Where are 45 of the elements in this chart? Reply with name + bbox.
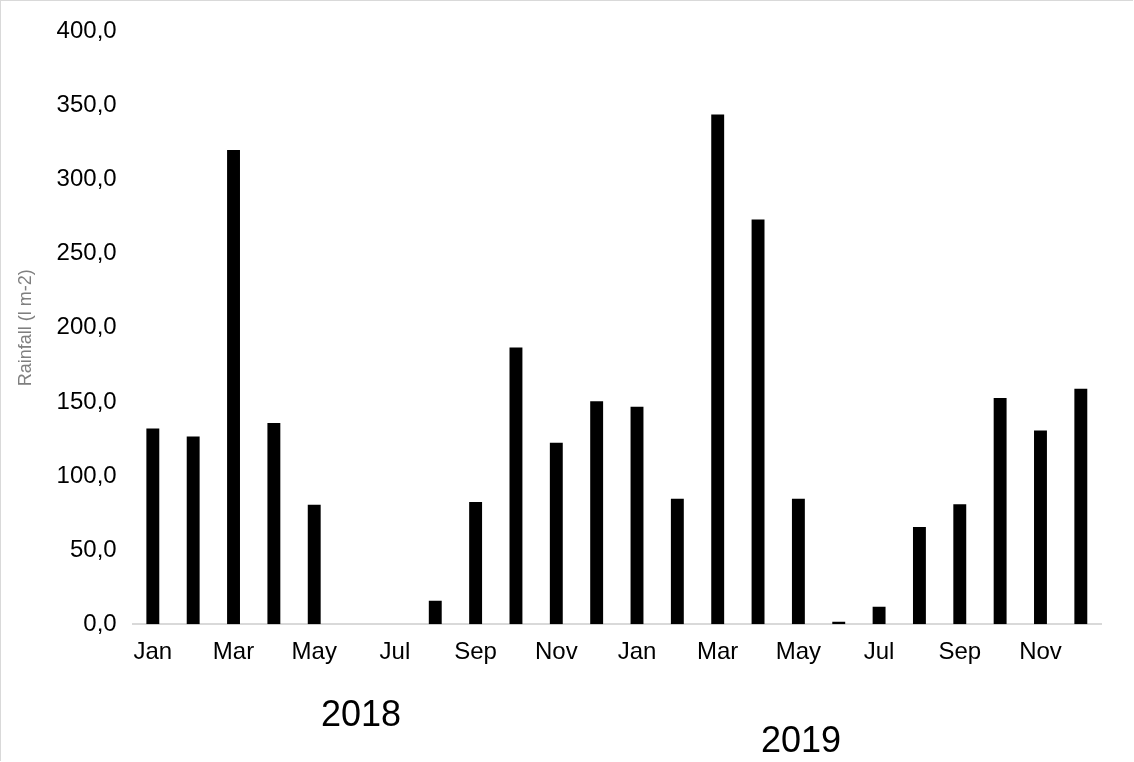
bar [227, 149, 240, 625]
x-tick-label: May [291, 637, 337, 665]
bar [751, 219, 765, 625]
bar [872, 606, 886, 625]
bar [670, 498, 684, 625]
x-tick-label: Jul [863, 637, 895, 665]
text: 2018 [321, 693, 402, 735]
text: 2019 [761, 719, 842, 761]
y-tick-label: 200,0 [56, 312, 117, 340]
x-tick-label: Jan [133, 637, 173, 665]
bar [469, 501, 483, 625]
y-axis-title: Rainfall (l m-2) [14, 269, 35, 387]
bar [791, 498, 805, 625]
bar [912, 526, 926, 625]
bar [549, 442, 563, 625]
y-tick-label: 100,0 [56, 460, 117, 488]
y-tick-label: 250,0 [56, 238, 117, 266]
bar [186, 436, 200, 625]
y-tick-label: 50,0 [69, 534, 117, 562]
x-tick-label: May [775, 637, 822, 665]
bar [1074, 388, 1088, 625]
bar [711, 114, 725, 625]
y-tick-label: 0,0 [83, 608, 117, 636]
bar [590, 401, 604, 625]
x-tick-label: Sep [938, 637, 982, 665]
bar [307, 504, 321, 625]
x-tick-label: Nov [1019, 637, 1062, 665]
x-tick-label: Jul [379, 637, 411, 665]
bar [267, 422, 281, 625]
bar [509, 347, 523, 625]
bar [1034, 430, 1047, 625]
bar [630, 406, 644, 625]
bar [953, 504, 967, 625]
y-tick-label: 150,0 [56, 386, 117, 414]
x-tick-label: Jan [617, 637, 657, 665]
y-tick-label: 400,0 [56, 16, 117, 44]
bar [993, 397, 1007, 625]
y-tick-label: 300,0 [56, 164, 117, 192]
bar [146, 428, 160, 625]
bar [428, 600, 442, 625]
x-tick-label: Mar [212, 637, 255, 665]
x-tick-label: Sep [454, 637, 497, 665]
x-tick-label: Nov [534, 637, 578, 665]
x-tick-label: Mar [697, 637, 739, 665]
y-tick-label: 350,0 [56, 90, 117, 118]
